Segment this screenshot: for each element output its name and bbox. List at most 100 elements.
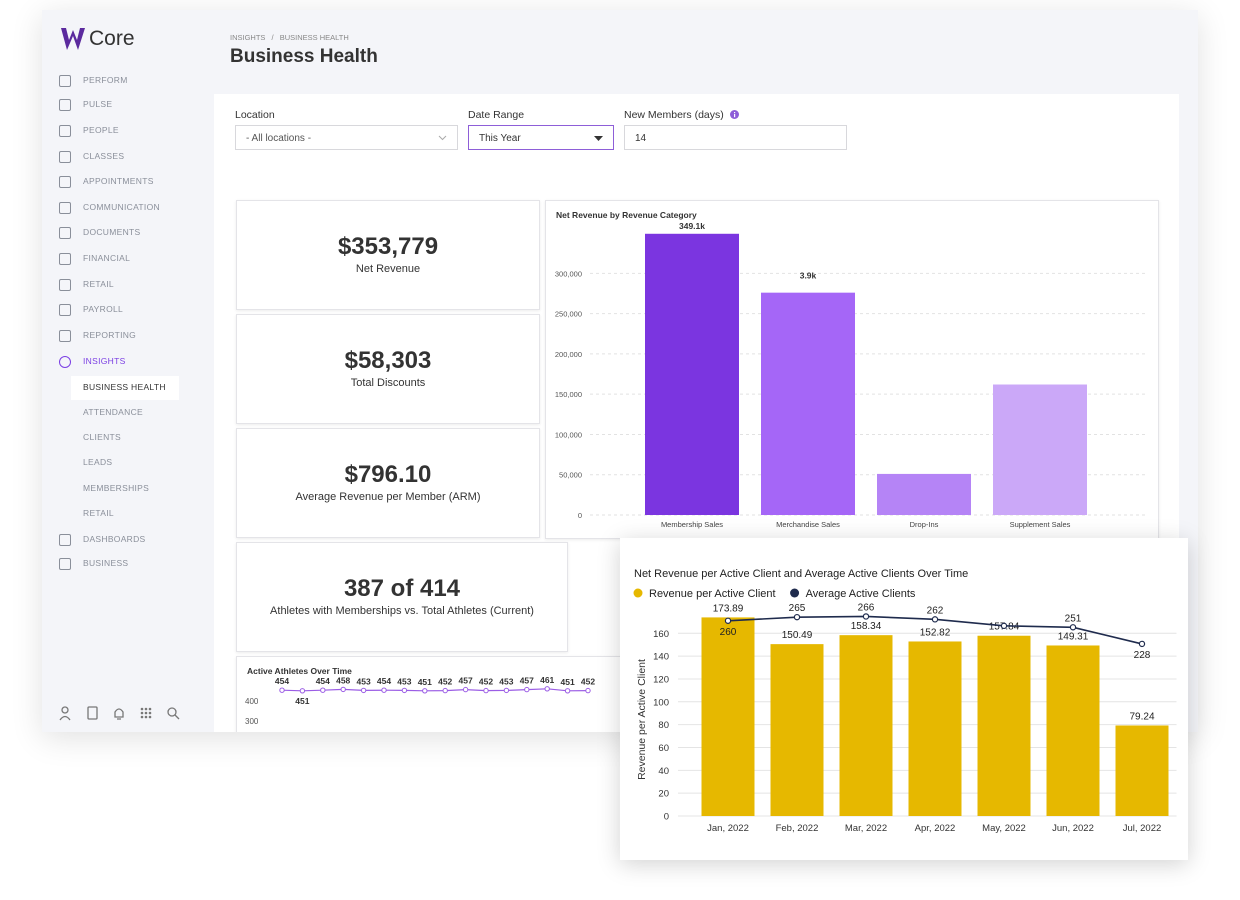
nav-item[interactable]: LEADS [83, 457, 113, 467]
filter-label: Location [235, 109, 275, 121]
point [422, 688, 428, 694]
input-value: 14 [635, 133, 647, 144]
kpi-value: $58,303 [344, 347, 432, 374]
nav-item[interactable]: DOCUMENTS [83, 227, 141, 237]
data-label: 262 [927, 605, 944, 616]
legend-marker [633, 588, 643, 598]
nav-item[interactable]: PEOPLE [83, 125, 119, 135]
x-tick-label: Jul, 2022 [1123, 823, 1162, 834]
x-tick-label: Jun, 2022 [1052, 823, 1094, 834]
point [381, 687, 387, 693]
data-label: 457 [459, 676, 473, 686]
nav-item[interactable]: PERFORM [83, 75, 128, 85]
data-label: 457 [520, 676, 534, 686]
annotation: 3.9k [800, 271, 817, 281]
select-value: - All locations - [246, 133, 312, 144]
nav-icon [59, 202, 71, 214]
nav-item[interactable]: INSIGHTS [83, 356, 126, 366]
x-tick-label: Jan, 2022 [707, 823, 749, 834]
point [524, 686, 530, 693]
nav-item[interactable]: BUSINESS HEALTH [83, 382, 166, 392]
y-tick-label: 300,000 [555, 269, 582, 278]
data-label: 152.82 [920, 627, 951, 638]
data-label: 228 [1134, 650, 1151, 661]
nav-icon [59, 558, 71, 570]
kpi-value: $796.10 [344, 461, 432, 488]
nav-item[interactable]: BUSINESS [83, 558, 129, 568]
nav-icon [59, 151, 71, 163]
data-label: 260 [720, 627, 737, 638]
info-icon[interactable] [729, 110, 739, 119]
y-tick-label: 140 [653, 652, 669, 663]
data-label: 158.34 [851, 621, 882, 632]
x-tick-label: Apr, 2022 [915, 823, 956, 834]
chart-card: Active Athletes Over Time 300 400 454 451 454… [236, 656, 658, 732]
chart-title: Active Athletes Over Time [247, 666, 352, 676]
y-tick-label: 50,000 [559, 471, 582, 480]
x-tick-label: Membership Sales [661, 520, 723, 529]
nav-item[interactable]: REPORTING [83, 330, 137, 340]
data-label: 453 [357, 676, 371, 686]
bar [645, 233, 739, 515]
data-label: 454 [275, 676, 289, 686]
y-tick-label: 400 [245, 697, 259, 706]
legend-marker [790, 588, 800, 598]
kpi-card: $353,779 Net Revenue [236, 200, 540, 310]
y-tick-label: 40 [658, 766, 669, 777]
y-tick-label: 0 [664, 812, 669, 823]
data-label: 451 [418, 677, 432, 687]
point [360, 687, 367, 694]
nav-item[interactable]: APPOINTMENTS [83, 176, 154, 186]
data-label: 452 [479, 677, 493, 687]
data-label: 454 [316, 676, 330, 686]
point [564, 688, 571, 694]
select-value: This Year [479, 133, 521, 144]
point [462, 686, 469, 693]
point [1069, 624, 1077, 631]
filter-label: New Members (days) [624, 109, 739, 121]
nav-item[interactable]: CLASSES [83, 151, 125, 161]
point [320, 687, 326, 693]
nav-icon [59, 279, 71, 291]
data-label: 453 [499, 676, 513, 686]
nav-item[interactable]: PAYROLL [83, 304, 124, 314]
data-label: 265 [789, 603, 806, 614]
nav-item[interactable]: DASHBOARDS [83, 534, 146, 544]
filter-label: Date Range [468, 109, 525, 121]
nav-item[interactable]: RETAIL [83, 508, 114, 518]
location-select[interactable]: - All locations - [235, 125, 458, 150]
point [340, 686, 346, 693]
nav-icon [59, 75, 71, 87]
nav-icon [59, 176, 71, 188]
date-range-select[interactable]: This Year [468, 125, 614, 150]
breadcrumb-item[interactable]: INSIGHTS [230, 33, 266, 42]
nav-selected-bg [71, 376, 179, 400]
bottom-icons [59, 706, 180, 721]
nav-item[interactable]: RETAIL [83, 279, 114, 289]
x-tick-label: Drop-Ins [910, 520, 939, 529]
caret [594, 136, 603, 141]
y-tick-label: 100 [653, 697, 669, 708]
nav-icon [59, 125, 71, 137]
nav-item[interactable]: MEMBERSHIPS [83, 483, 150, 493]
x-tick-label: Supplement Sales [1010, 520, 1071, 529]
x-tick-label: May, 2022 [982, 823, 1026, 834]
nav-item[interactable]: COMMUNICATION [83, 202, 160, 212]
nav-item[interactable]: PULSE [83, 99, 113, 109]
point [483, 687, 489, 694]
y-tick-label: 20 [658, 789, 669, 800]
point [401, 687, 408, 694]
nav-item[interactable]: CLIENTS [83, 432, 121, 442]
sidebar: Core PERFORM PULSE PEOPLE CLASSES APPOINTMEN… [42, 10, 213, 732]
legend-label: Revenue per Active Client [649, 588, 776, 600]
breadcrumb-separator: / [271, 33, 274, 42]
nav-item[interactable]: ATTENDANCE [83, 407, 143, 417]
nav-icon [59, 534, 71, 546]
data-label: 452 [581, 677, 595, 687]
point [1138, 640, 1146, 648]
bar [839, 635, 893, 816]
overlay-card: Net Revenue per Active Client and Averag… [620, 538, 1188, 860]
nav-item[interactable]: FINANCIAL [83, 253, 131, 263]
new-members-input[interactable]: 14 [624, 125, 847, 150]
